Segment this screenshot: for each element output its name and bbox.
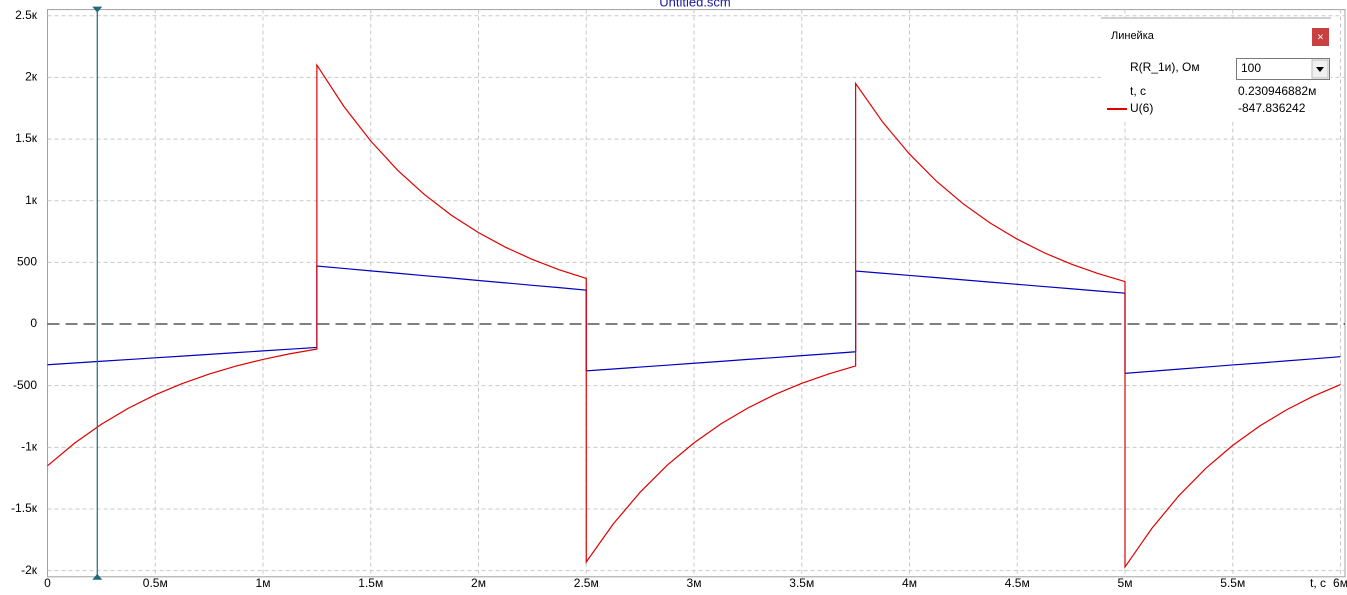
x-axis-label: t, с (1310, 576, 1326, 590)
x-tick-label: 2.5м (574, 576, 599, 590)
x-tick-label: 1м (256, 576, 271, 590)
panel-title: Линейка (1111, 30, 1155, 42)
x-tick-label: 2м (471, 576, 486, 590)
chart-title: Untitled.scm (659, 0, 731, 9)
legend-label: U(6) (1130, 101, 1153, 115)
plot-area: 0 0.5м 1м 1.5м 2м 2.5м 3м 3.5м 4м 4.5м 5м 5.5м 6м t, … (11, 6, 1347, 590)
y-tick-label: 1к (25, 193, 38, 207)
x-tick-label: 4м (902, 576, 917, 590)
x-tick-label: 3.5м (789, 576, 814, 590)
close-icon: × (1317, 31, 1323, 43)
t-label: t, с (1130, 84, 1146, 98)
y-tick-label: 2к (25, 70, 38, 84)
x-tick-label: 5м (1118, 576, 1133, 590)
ruler-panel: Линейка × R(R_1и), Ом 100 t, с 0.2309468… (1101, 17, 1331, 122)
u-value: -847.836242 (1238, 101, 1306, 115)
x-tick-label: 0 (44, 576, 51, 590)
y-tick-label: 500 (17, 255, 37, 269)
cursor-handle (92, 6, 103, 13)
x-tick-label: 5.5м (1220, 576, 1245, 590)
dropdown-arrow (1316, 67, 1324, 72)
y-tick-label: -2к (21, 563, 38, 577)
x-tick-label: 4.5м (1005, 576, 1030, 590)
x-tick-label: 1.5м (358, 576, 383, 590)
x-tick-label: 6м (1333, 576, 1347, 590)
cursor-handle (92, 573, 103, 580)
param-label: R(R_1и), Ом (1130, 60, 1200, 74)
y-tick-label: -1к (21, 440, 38, 454)
close-button[interactable] (1312, 28, 1329, 46)
y-tick-label: 0 (30, 316, 37, 330)
param-value: 100 (1241, 61, 1261, 75)
y-tick-label: -1.5к (11, 501, 38, 515)
x-tick-label: 0.5м (143, 576, 168, 590)
series-line (47, 63, 1341, 569)
param-dropdown[interactable] (1236, 58, 1330, 80)
y-tick-label: -500 (13, 378, 37, 392)
x-tick-label: 3м (687, 576, 702, 590)
y-tick-label: 1.5к (15, 131, 38, 145)
t-value: 0.230946882м (1238, 84, 1316, 98)
y-tick-label: 2.5к (15, 8, 38, 22)
plot-frame (47, 9, 1346, 578)
